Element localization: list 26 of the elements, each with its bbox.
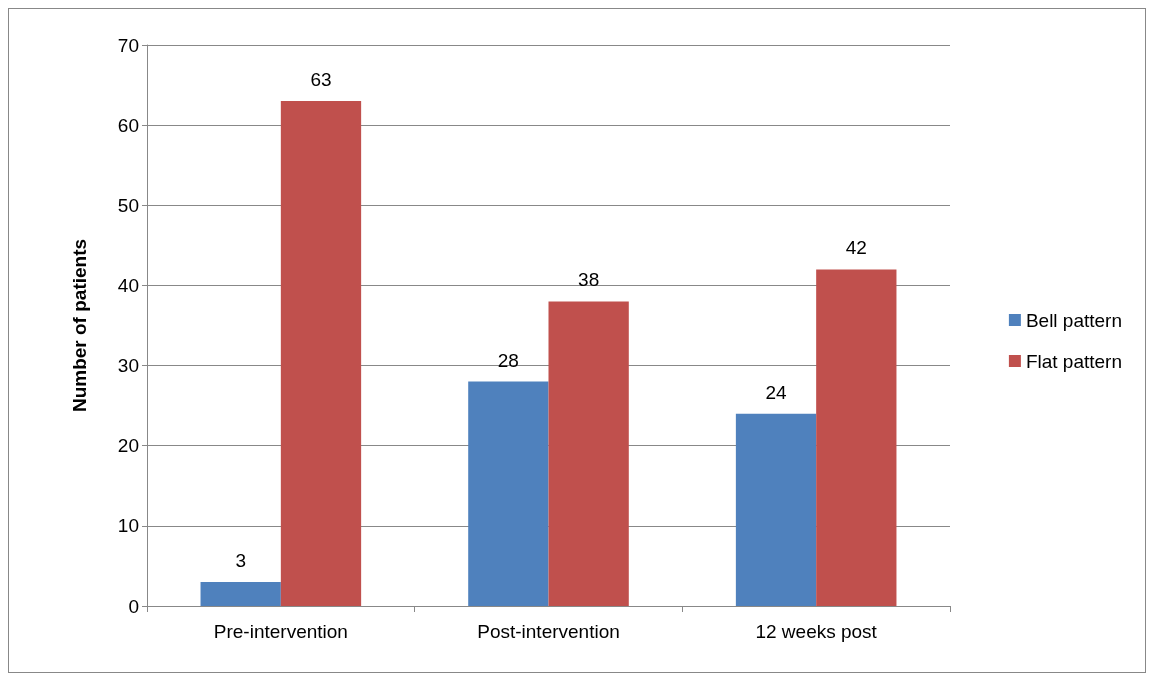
data-label: 63 (310, 69, 332, 91)
bar (735, 413, 817, 606)
data-label: 28 (497, 349, 519, 371)
legend-label: Bell pattern (1025, 309, 1123, 331)
bar (468, 381, 549, 606)
data-label: 3 (235, 549, 246, 571)
y-tick-label: 20 (117, 435, 139, 457)
y-axis-title: Number of patients (69, 238, 90, 413)
y-tick-label: 60 (117, 114, 139, 136)
bar (548, 301, 629, 606)
legend-label: Flat pattern (1025, 350, 1122, 372)
x-tick-label: Pre-intervention (213, 621, 348, 642)
data-label: 38 (578, 269, 600, 291)
bar (200, 581, 281, 606)
y-tick-label: 30 (117, 355, 139, 377)
y-tick-label: 10 (117, 515, 139, 537)
x-tick-label: 12 weeks post (755, 621, 878, 642)
bar (280, 101, 362, 606)
data-label: 24 (765, 381, 788, 403)
y-tick-label: 70 (117, 34, 139, 56)
y-tick-label: 0 (128, 595, 139, 617)
y-tick-label: 50 (117, 194, 139, 216)
x-tick-label: Post-intervention (477, 621, 620, 642)
bar (816, 269, 897, 606)
y-tick-label: 40 (117, 274, 139, 296)
data-label: 42 (845, 237, 867, 259)
